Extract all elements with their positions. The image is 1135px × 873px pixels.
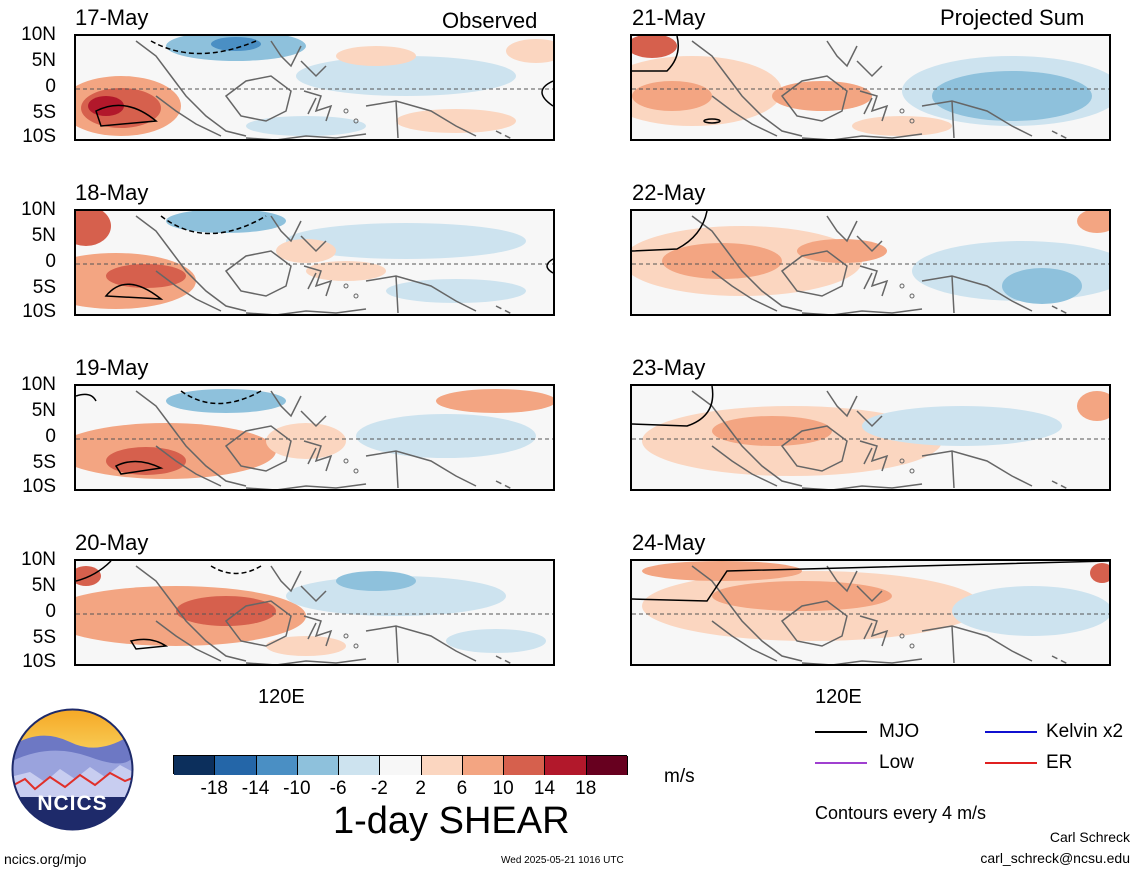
lat-5n: 5N bbox=[31, 50, 56, 71]
panel-date-24-may: 24-May bbox=[632, 530, 706, 555]
legend-er-swatch bbox=[985, 762, 1037, 764]
lat-5s: 5S bbox=[32, 102, 56, 123]
colorbar-units: m/s bbox=[664, 766, 695, 787]
legend-kelvin-swatch bbox=[985, 731, 1037, 733]
lat-5n: 5N bbox=[31, 400, 56, 421]
observed-label: Observed bbox=[442, 8, 538, 33]
lat-0: 0 bbox=[45, 76, 56, 97]
lat-10n: 10N bbox=[21, 24, 56, 45]
colorbar-tick: 2 bbox=[415, 778, 426, 799]
panel-date-18-may: 18-May bbox=[75, 180, 149, 205]
colorbar-tick: 6 bbox=[456, 778, 468, 799]
colorbar-cell bbox=[174, 756, 216, 775]
panel-date-22-may: 22-May bbox=[632, 180, 706, 205]
contour-note: Contours every 4 m/s bbox=[815, 803, 987, 823]
site-url[interactable]: ncics.org/mjo bbox=[4, 851, 87, 867]
map-projected-24-may bbox=[630, 559, 1111, 666]
lat-0: 0 bbox=[45, 251, 56, 272]
projected-sum-label: Projected Sum bbox=[940, 5, 1085, 30]
author-email[interactable]: carl_schreck@ncsu.edu bbox=[980, 850, 1130, 866]
lat-5n: 5N bbox=[31, 575, 56, 596]
colorbar-cell bbox=[586, 756, 628, 775]
colorbar-cell bbox=[504, 756, 546, 775]
colorbar-tick: 10 bbox=[492, 778, 514, 799]
legend-mjo-label: MJO bbox=[879, 721, 920, 742]
lat-0: 0 bbox=[45, 601, 56, 622]
colorbar-cell bbox=[380, 756, 422, 775]
legend-er-label: ER bbox=[1046, 752, 1073, 773]
lat-5s: 5S bbox=[32, 277, 56, 298]
colorbar-tick: -14 bbox=[241, 778, 270, 799]
colorbar bbox=[173, 755, 628, 775]
legend-low-swatch bbox=[815, 762, 867, 764]
colorbar-cell bbox=[545, 756, 587, 775]
lat-10s: 10S bbox=[22, 476, 56, 497]
lat-10s: 10S bbox=[22, 301, 56, 322]
lat-5n: 5N bbox=[31, 225, 56, 246]
logo-text: NCICS bbox=[37, 792, 108, 815]
timestamp: Wed 2025-05-21 1016 UTC bbox=[501, 855, 624, 866]
colorbar-tick: -6 bbox=[329, 778, 347, 799]
lon-label-right: 120E bbox=[815, 686, 862, 708]
legend-kelvin-label: Kelvin x2 bbox=[1046, 721, 1124, 742]
legend-low-label: Low bbox=[879, 752, 914, 773]
colorbar-tick: 14 bbox=[533, 778, 556, 799]
panel-date-23-may: 23-May bbox=[632, 355, 706, 380]
colorbar-title: 1-day SHEAR bbox=[333, 800, 570, 842]
panel-date-20-may: 20-May bbox=[75, 530, 149, 555]
map-observed-17-may bbox=[74, 34, 555, 141]
lat-10n: 10N bbox=[21, 199, 56, 220]
colorbar-cell bbox=[256, 756, 298, 775]
panel-date-17-may: 17-May bbox=[75, 5, 149, 30]
lat-10s: 10S bbox=[22, 126, 56, 147]
lat-10n: 10N bbox=[21, 374, 56, 395]
colorbar-cell bbox=[421, 756, 463, 775]
colorbar-tick: -10 bbox=[283, 778, 311, 799]
colorbar-cell bbox=[297, 756, 340, 775]
lat-5s: 5S bbox=[32, 627, 56, 648]
lon-label-left: 120E bbox=[258, 686, 305, 708]
map-projected-21-may bbox=[630, 34, 1111, 141]
colorbar-cell bbox=[339, 756, 381, 775]
lat-0: 0 bbox=[45, 426, 56, 447]
map-projected-23-may bbox=[630, 384, 1111, 491]
colorbar-tick: -18 bbox=[200, 778, 228, 799]
author-name: Carl Schreck bbox=[1049, 829, 1130, 845]
map-observed-18-may bbox=[74, 209, 555, 316]
map-projected-22-may bbox=[630, 209, 1111, 316]
panel-date-21-may: 21-May bbox=[632, 5, 706, 30]
lat-10n: 10N bbox=[21, 549, 56, 570]
colorbar-tick: -2 bbox=[370, 778, 388, 799]
map-observed-20-may bbox=[74, 559, 555, 666]
panel-date-19-may: 19-May bbox=[75, 355, 149, 380]
ncics-logo: NCICS bbox=[10, 707, 135, 832]
colorbar-tick: 18 bbox=[575, 778, 597, 799]
legend-mjo-swatch bbox=[815, 731, 867, 733]
lat-10s: 10S bbox=[22, 651, 56, 672]
colorbar-cell bbox=[462, 756, 505, 775]
colorbar-cell bbox=[215, 756, 257, 775]
lat-5s: 5S bbox=[32, 452, 56, 473]
map-observed-19-may bbox=[74, 384, 555, 491]
